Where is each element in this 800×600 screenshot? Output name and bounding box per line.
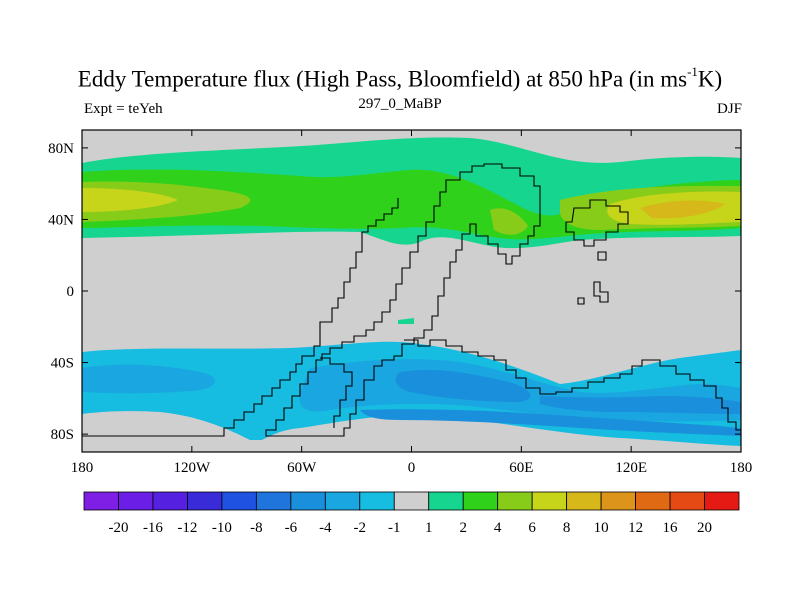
x-tick-label: 180 [730, 460, 753, 476]
colorbar-swatch [255, 491, 292, 511]
nh-asia-peak [640, 200, 725, 219]
colorbar-swatch [669, 491, 705, 511]
continent-outline-eastern [565, 199, 629, 247]
season-label: DJF [716, 101, 742, 117]
x-tick-label: 120W [173, 460, 211, 476]
sh-indian-ocean-band [540, 396, 741, 414]
colorbar-label: 8 [563, 520, 571, 536]
y-tick-label: 80S [51, 427, 74, 443]
colorbar-swatch [118, 491, 154, 511]
y-tick-label: 40N [48, 212, 74, 228]
colorbar-swatch [290, 491, 326, 511]
x-tick-label: 0 [408, 460, 416, 476]
island-outline-1 [593, 281, 609, 303]
colorbar-swatch [497, 491, 533, 511]
x-tick-label: 60W [287, 460, 317, 476]
y-tick-label: 40S [51, 356, 74, 372]
colorbar-swatch [462, 491, 499, 511]
axis-ticks: 180 120W 60W 0 60E 120E 180 80N 40N 0 40S 80S [48, 130, 752, 476]
colorbar-swatch [600, 491, 636, 511]
x-tick-label: 60E [509, 460, 533, 476]
colorbar-label: -10 [212, 520, 232, 536]
colorbar-swatch [393, 491, 430, 511]
experiment-label: Expt = teYeh [84, 101, 163, 117]
colorbar-label: 1 [425, 520, 433, 536]
title-main: Eddy Temperature flux (High Pass, Bloomf… [77, 66, 688, 92]
colorbar-label: 20 [697, 520, 712, 536]
chart-title: Eddy Temperature flux (High Pass, Bloomf… [0, 64, 800, 93]
colorbar-swatch [359, 491, 395, 511]
island-outline-3 [577, 297, 585, 305]
colorbar-swatch [187, 491, 223, 511]
title-superscript: -1 [687, 64, 698, 79]
colorbar: -20 -16 -12 -10 -8 -6 -4 -2 -1 1 2 4 6 8 10 12 16 20 [83, 491, 740, 536]
sh-storm-track-inner [395, 369, 531, 402]
nh-pacific-core [82, 188, 178, 212]
continent-outline-central [265, 163, 541, 437]
colorbar-label: 10 [594, 520, 609, 536]
colorbar-swatch [324, 491, 361, 511]
y-tick-label: 80N [48, 141, 74, 157]
colorbar-label: -20 [108, 520, 128, 536]
contour-fields [82, 137, 741, 446]
colorbar-swatch [83, 491, 119, 511]
nh-atlantic-patch [490, 208, 528, 235]
continent-outline-western [82, 198, 399, 437]
title-end: K) [697, 66, 723, 92]
continent-outline-southern [404, 339, 741, 431]
continent-outlines [82, 163, 741, 437]
colorbar-swatch [152, 491, 188, 511]
tropical-patch [398, 318, 414, 324]
colorbar-swatch [566, 491, 602, 511]
colorbar-swatch [704, 491, 740, 511]
colorbar-swatch [428, 491, 464, 511]
colorbar-swatch [221, 491, 257, 511]
colorbar-label: -12 [177, 520, 197, 536]
colorbar-label: -1 [388, 520, 401, 536]
sh-southern-band [360, 409, 741, 436]
colorbar-label: -4 [319, 520, 332, 536]
colorbar-label: 4 [494, 520, 502, 536]
sh-pacific-core [82, 364, 215, 394]
continent-outline-western-south [320, 357, 353, 428]
colorbar-label: -6 [285, 520, 298, 536]
colorbar-label: 2 [459, 520, 467, 536]
colorbar-label: -16 [143, 520, 163, 536]
colorbar-swatch [635, 491, 671, 511]
island-outline-2 [597, 251, 607, 261]
colorbar-label: -8 [250, 520, 263, 536]
subtitle: 297_0_MaBP [358, 96, 442, 112]
colorbar-label: 16 [663, 520, 679, 536]
colorbar-label: -2 [354, 520, 367, 536]
colorbar-swatch [531, 491, 568, 511]
colorbar-label: 12 [628, 520, 643, 536]
x-tick-label: 180 [71, 460, 94, 476]
colorbar-label: 6 [528, 520, 536, 536]
x-tick-label: 120E [615, 460, 647, 476]
y-tick-label: 0 [67, 284, 75, 300]
